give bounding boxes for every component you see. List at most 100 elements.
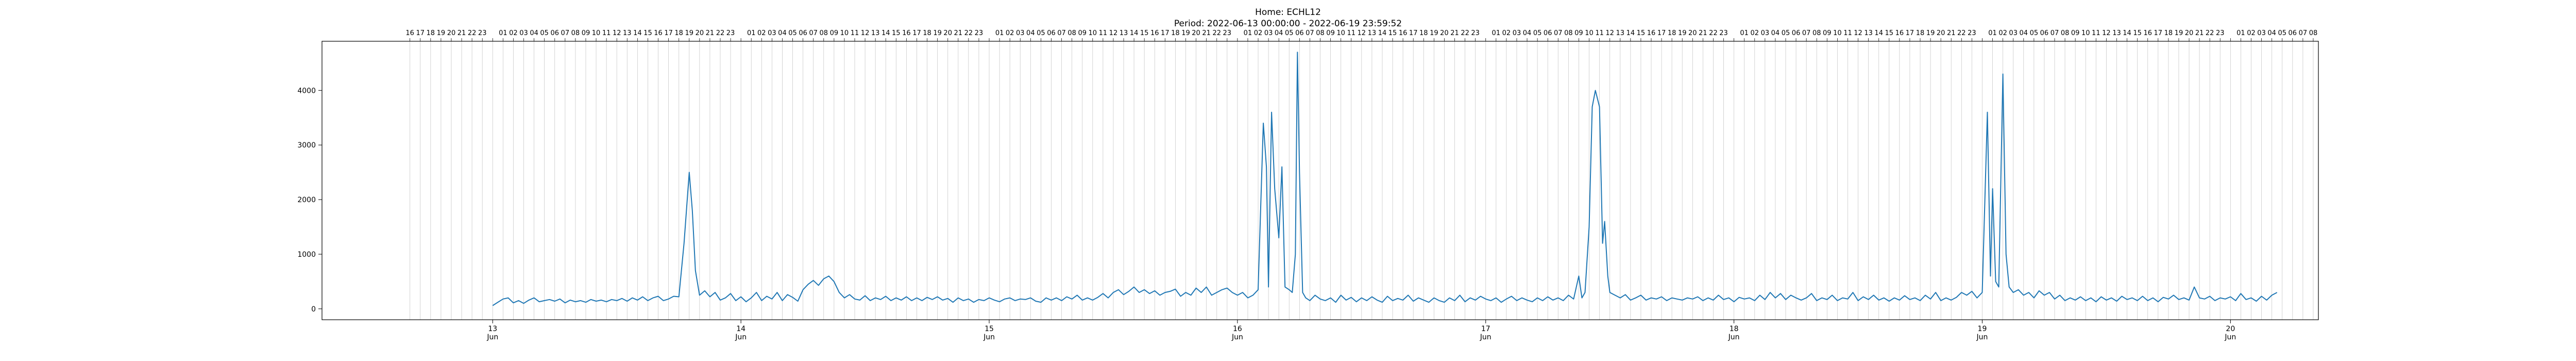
top-hour-axis: 16 17 18 19 20 21 22 23 01 02 03 04 05 06 07 08 09 10 11 12…: [405, 29, 2317, 41]
hour-tick-label: 23: [975, 29, 984, 37]
hour-tick-label: 11: [1347, 29, 1355, 37]
hour-tick-label: 13: [1368, 29, 1377, 37]
hour-tick-label: 03: [2009, 29, 2018, 37]
hour-tick-label: 20: [1937, 29, 1945, 37]
hour-tick-label: 04: [2267, 29, 2276, 37]
plot-frame: [321, 41, 2319, 320]
hour-tick-label: 15: [643, 29, 652, 37]
hour-tick-label: 03: [1264, 29, 1273, 37]
hour-tick-label: 10: [1585, 29, 1594, 37]
hour-tick-label: 02: [1006, 29, 1014, 37]
hour-tick-label: 11: [602, 29, 611, 37]
hour-tick-label: 23: [478, 29, 487, 37]
hour-tick-label: 02: [1254, 29, 1263, 37]
hour-tick-label: 09: [582, 29, 590, 37]
hour-tick-label: 01: [1244, 29, 1252, 37]
hour-tick-label: 06: [799, 29, 807, 37]
hour-tick-label: 22: [964, 29, 973, 37]
hour-tick-label: 09: [1574, 29, 1583, 37]
hour-tick-label: 10: [2081, 29, 2090, 37]
hour-tick-label: 05: [1285, 29, 1294, 37]
hour-tick-label: 16: [654, 29, 663, 37]
day-tick-label: 16: [1233, 325, 1242, 333]
hour-tick-label: 12: [1109, 29, 1118, 37]
hour-tick-label: 03: [519, 29, 528, 37]
hour-tick-label: 07: [1802, 29, 1811, 37]
hour-tick-label: 02: [757, 29, 766, 37]
hour-tick-label: 09: [1823, 29, 1832, 37]
hour-tick-label: 06: [1792, 29, 1801, 37]
hour-tick-label: 09: [1078, 29, 1087, 37]
month-tick-label: Jun: [486, 333, 498, 341]
hour-tick-label: 17: [2154, 29, 2163, 37]
hour-tick-label: 20: [696, 29, 704, 37]
hour-tick-label: 19: [1926, 29, 1935, 37]
hour-tick-label: 01: [1988, 29, 1997, 37]
hour-tick-label: 07: [2299, 29, 2308, 37]
hour-tick-label: 18: [2164, 29, 2173, 37]
hour-tick-label: 05: [1037, 29, 1045, 37]
hour-tick-label: 12: [2102, 29, 2111, 37]
hour-tick-label: 22: [468, 29, 477, 37]
hour-tick-label: 11: [1843, 29, 1852, 37]
hour-tick-label: 10: [1336, 29, 1345, 37]
hour-tick-label: 12: [861, 29, 870, 37]
hour-tick-label: 18: [427, 29, 435, 37]
month-tick-label: Jun: [1480, 333, 1492, 341]
hour-tick-label: 03: [2257, 29, 2266, 37]
hour-tick-label: 04: [1523, 29, 1532, 37]
hour-tick-label: 21: [1947, 29, 1956, 37]
series-line: [492, 52, 2278, 306]
chart-subtitle: Period: 2022-06-13 00:00:00 - 2022-06-19…: [1174, 19, 1402, 29]
hour-tick-label: 23: [1471, 29, 1480, 37]
hour-tick-label: 01: [995, 29, 1004, 37]
hour-tick-label: 12: [613, 29, 621, 37]
y-tick-label: 0: [311, 305, 316, 314]
hour-tick-label: 14: [1874, 29, 1883, 37]
hour-tick-label: 11: [2092, 29, 2100, 37]
hour-tick-label: 13: [1120, 29, 1128, 37]
hour-tick-label: 13: [1864, 29, 1873, 37]
y-tick-label: 1000: [297, 251, 316, 259]
hour-tick-label: 14: [882, 29, 890, 37]
hour-tick-label: 05: [540, 29, 549, 37]
hour-tick-label: 14: [1130, 29, 1139, 37]
hour-tick-label: 03: [1761, 29, 1770, 37]
hour-tick-label: 07: [809, 29, 818, 37]
series-layer: [492, 52, 2278, 306]
month-tick-label: Jun: [1231, 333, 1243, 341]
hour-tick-label: 13: [2112, 29, 2121, 37]
hour-tick-label: 18: [674, 29, 683, 37]
hour-tick-label: 16: [1399, 29, 1408, 37]
hour-tick-label: 16: [1150, 29, 1159, 37]
hour-tick-label: 13: [1616, 29, 1624, 37]
day-tick-label: 13: [488, 325, 497, 333]
y-axis: 0 1000 2000 3000 4000: [297, 87, 322, 314]
hour-tick-label: 15: [1637, 29, 1646, 37]
hour-tick-label: 12: [1854, 29, 1862, 37]
hour-tick-label: 14: [1626, 29, 1635, 37]
hour-tick-label: 20: [1440, 29, 1449, 37]
hour-tick-label: 02: [1998, 29, 2007, 37]
hour-tick-label: 05: [1533, 29, 1542, 37]
hour-tick-label: 05: [2278, 29, 2286, 37]
hour-tick-label: 06: [1047, 29, 1056, 37]
hour-tick-label: 20: [1688, 29, 1697, 37]
hour-tick-label: 22: [1709, 29, 1718, 37]
hour-tick-label: 07: [561, 29, 570, 37]
hour-tick-label: 04: [1026, 29, 1035, 37]
hour-tick-label: 15: [1388, 29, 1397, 37]
hour-gridlines: [410, 41, 2314, 320]
hour-tick-label: 13: [871, 29, 880, 37]
hour-tick-label: 14: [2123, 29, 2131, 37]
month-tick-label: Jun: [983, 333, 995, 341]
hour-tick-label: 03: [768, 29, 776, 37]
hour-tick-label: 17: [1906, 29, 1914, 37]
hour-tick-label: 01: [1492, 29, 1501, 37]
chart-title: Home: ECHL12: [1255, 7, 1321, 18]
day-tick-label: 17: [1481, 325, 1490, 333]
hour-tick-label: 09: [830, 29, 839, 37]
hour-tick-label: 04: [2020, 29, 2028, 37]
